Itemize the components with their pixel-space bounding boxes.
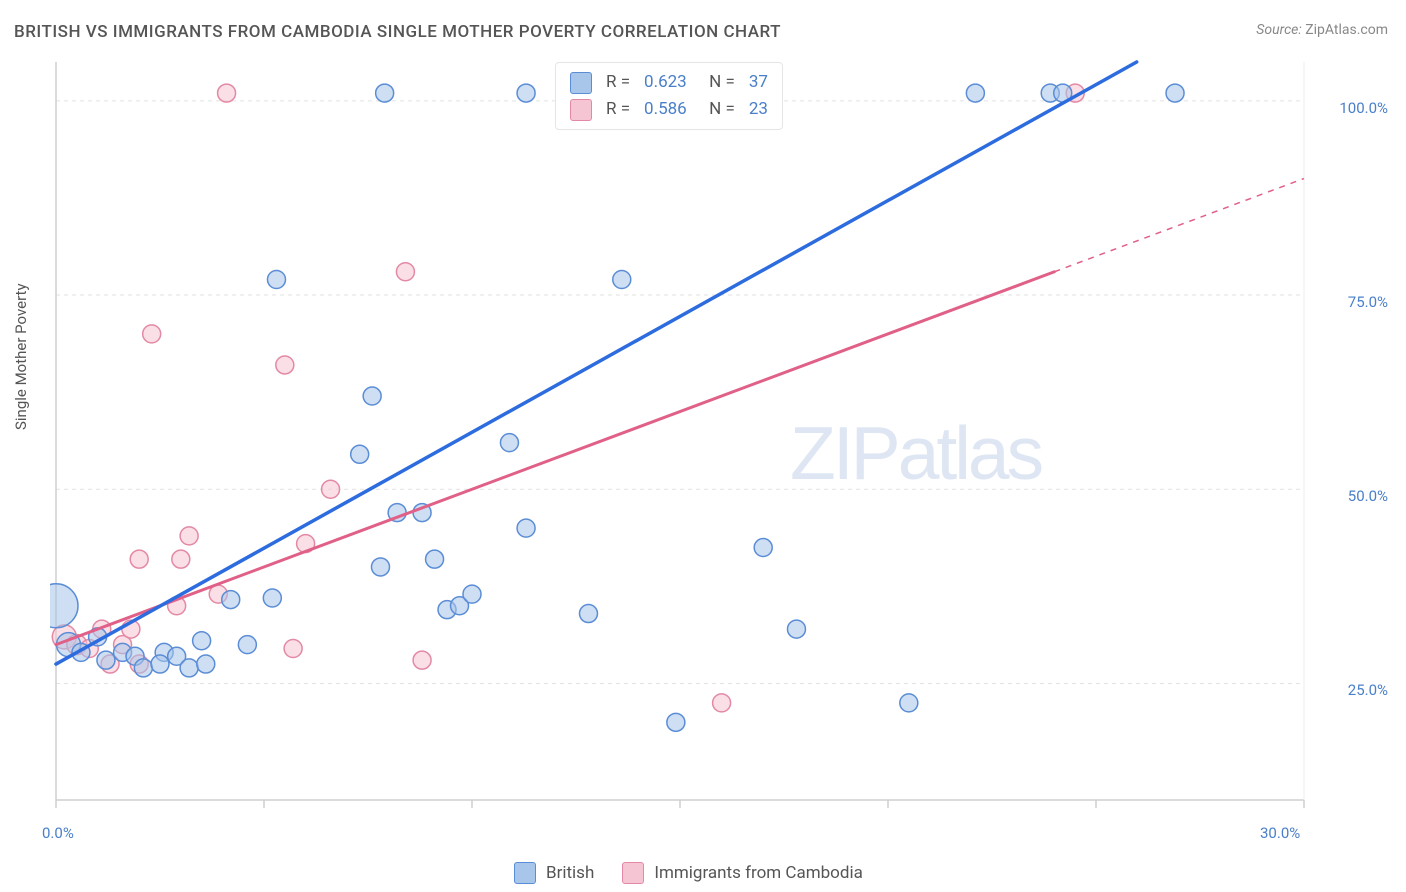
r-label: R =: [606, 69, 630, 96]
legend-item-british: British: [514, 862, 594, 884]
legend-row-british: R = 0.623 N = 37: [570, 69, 768, 96]
source-attribution: Source: ZipAtlas.com: [1256, 22, 1388, 38]
n-value-cambodia: 23: [749, 96, 768, 123]
y-tick-label: 100.0%: [1339, 99, 1388, 117]
x-tick-label: 0.0%: [42, 824, 74, 842]
legend-label-british: British: [546, 863, 594, 883]
r-label: R =: [606, 96, 630, 123]
source-value: ZipAtlas.com: [1305, 22, 1388, 38]
legend-label-cambodia: Immigrants from Cambodia: [654, 863, 863, 883]
scatter-chart: [50, 60, 1310, 820]
correlation-legend: R = 0.623 N = 37 R = 0.586 N = 23: [555, 62, 783, 130]
y-axis-label: Single Mother Poverty: [12, 283, 30, 430]
y-tick-label: 25.0%: [1348, 681, 1388, 699]
r-value-british: 0.623: [644, 69, 687, 96]
n-value-british: 37: [749, 69, 768, 96]
legend-row-cambodia: R = 0.586 N = 23: [570, 96, 768, 123]
n-label: N =: [701, 96, 735, 123]
chart-title: BRITISH VS IMMIGRANTS FROM CAMBODIA SING…: [14, 22, 781, 42]
swatch-british-bottom: [514, 862, 536, 884]
y-tick-label: 75.0%: [1348, 293, 1388, 311]
y-tick-label: 50.0%: [1348, 487, 1388, 505]
series-legend: British Immigrants from Cambodia: [514, 862, 863, 884]
legend-item-cambodia: Immigrants from Cambodia: [622, 862, 863, 884]
source-label: Source:: [1256, 22, 1301, 38]
swatch-cambodia-bottom: [622, 862, 644, 884]
n-label: N =: [701, 69, 735, 96]
x-tick-label: 30.0%: [1260, 824, 1300, 842]
swatch-cambodia: [570, 99, 592, 121]
swatch-british: [570, 72, 592, 94]
r-value-cambodia: 0.586: [644, 96, 687, 123]
scatter-svg: [50, 60, 1310, 820]
